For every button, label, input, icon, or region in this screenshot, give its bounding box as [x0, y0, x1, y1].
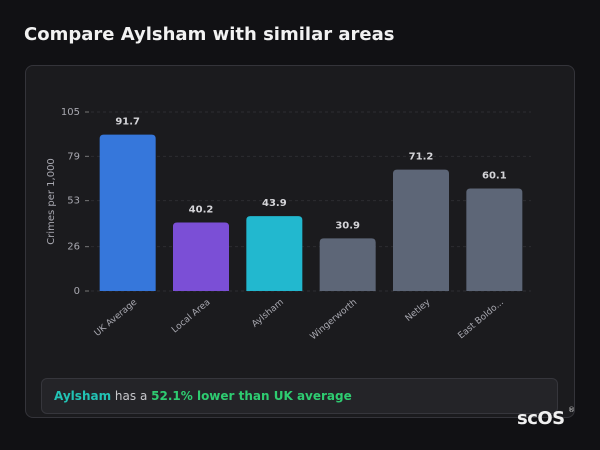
y-tick-label: 79 [67, 151, 80, 162]
value-label: 30.9 [335, 220, 360, 231]
bar [319, 238, 376, 291]
y-tick-label: 105 [61, 107, 80, 118]
y-tick-label: 53 [67, 196, 80, 207]
chart: Crimes per 1,000 0 26 53 79 105 91.7 UK Average… [46, 107, 531, 343]
x-tick-label: Local Area [170, 298, 212, 336]
x-tick-label: UK Average [93, 297, 140, 339]
logo-mark: ® [568, 406, 575, 414]
bar [393, 169, 449, 291]
value-label: 60.1 [482, 171, 507, 182]
bar [173, 222, 229, 291]
bar [99, 134, 156, 291]
y-axis-label: Crimes per 1,000 [46, 158, 57, 245]
bar [466, 188, 523, 291]
x-tick-label: Wingerworth [309, 298, 360, 343]
y-tick-label: 26 [67, 242, 80, 253]
x-tick-label: East Boldo... [456, 298, 505, 342]
bar [246, 216, 303, 291]
value-label: 91.7 [115, 117, 140, 128]
value-label: 40.2 [189, 204, 214, 215]
logo: scOS [517, 408, 565, 429]
y-tick-label: 0 [74, 286, 80, 297]
area-name: Aylsham [54, 389, 112, 403]
value-label: 43.9 [262, 198, 287, 209]
comparison: 52.1% lower than UK average [151, 389, 352, 403]
chart-title: Compare Aylsham with similar areas [24, 24, 395, 45]
summary: Aylsham has a 52.1% lower than UK averag… [41, 378, 558, 414]
chart-card: Crimes per 1,000 0 26 53 79 105 91.7 UK Average… [25, 65, 575, 418]
x-tick-label: Aylsham [250, 298, 286, 330]
summary-text: has a [114, 389, 148, 403]
value-label: 71.2 [409, 152, 434, 163]
x-tick-label: Netley [404, 297, 433, 324]
